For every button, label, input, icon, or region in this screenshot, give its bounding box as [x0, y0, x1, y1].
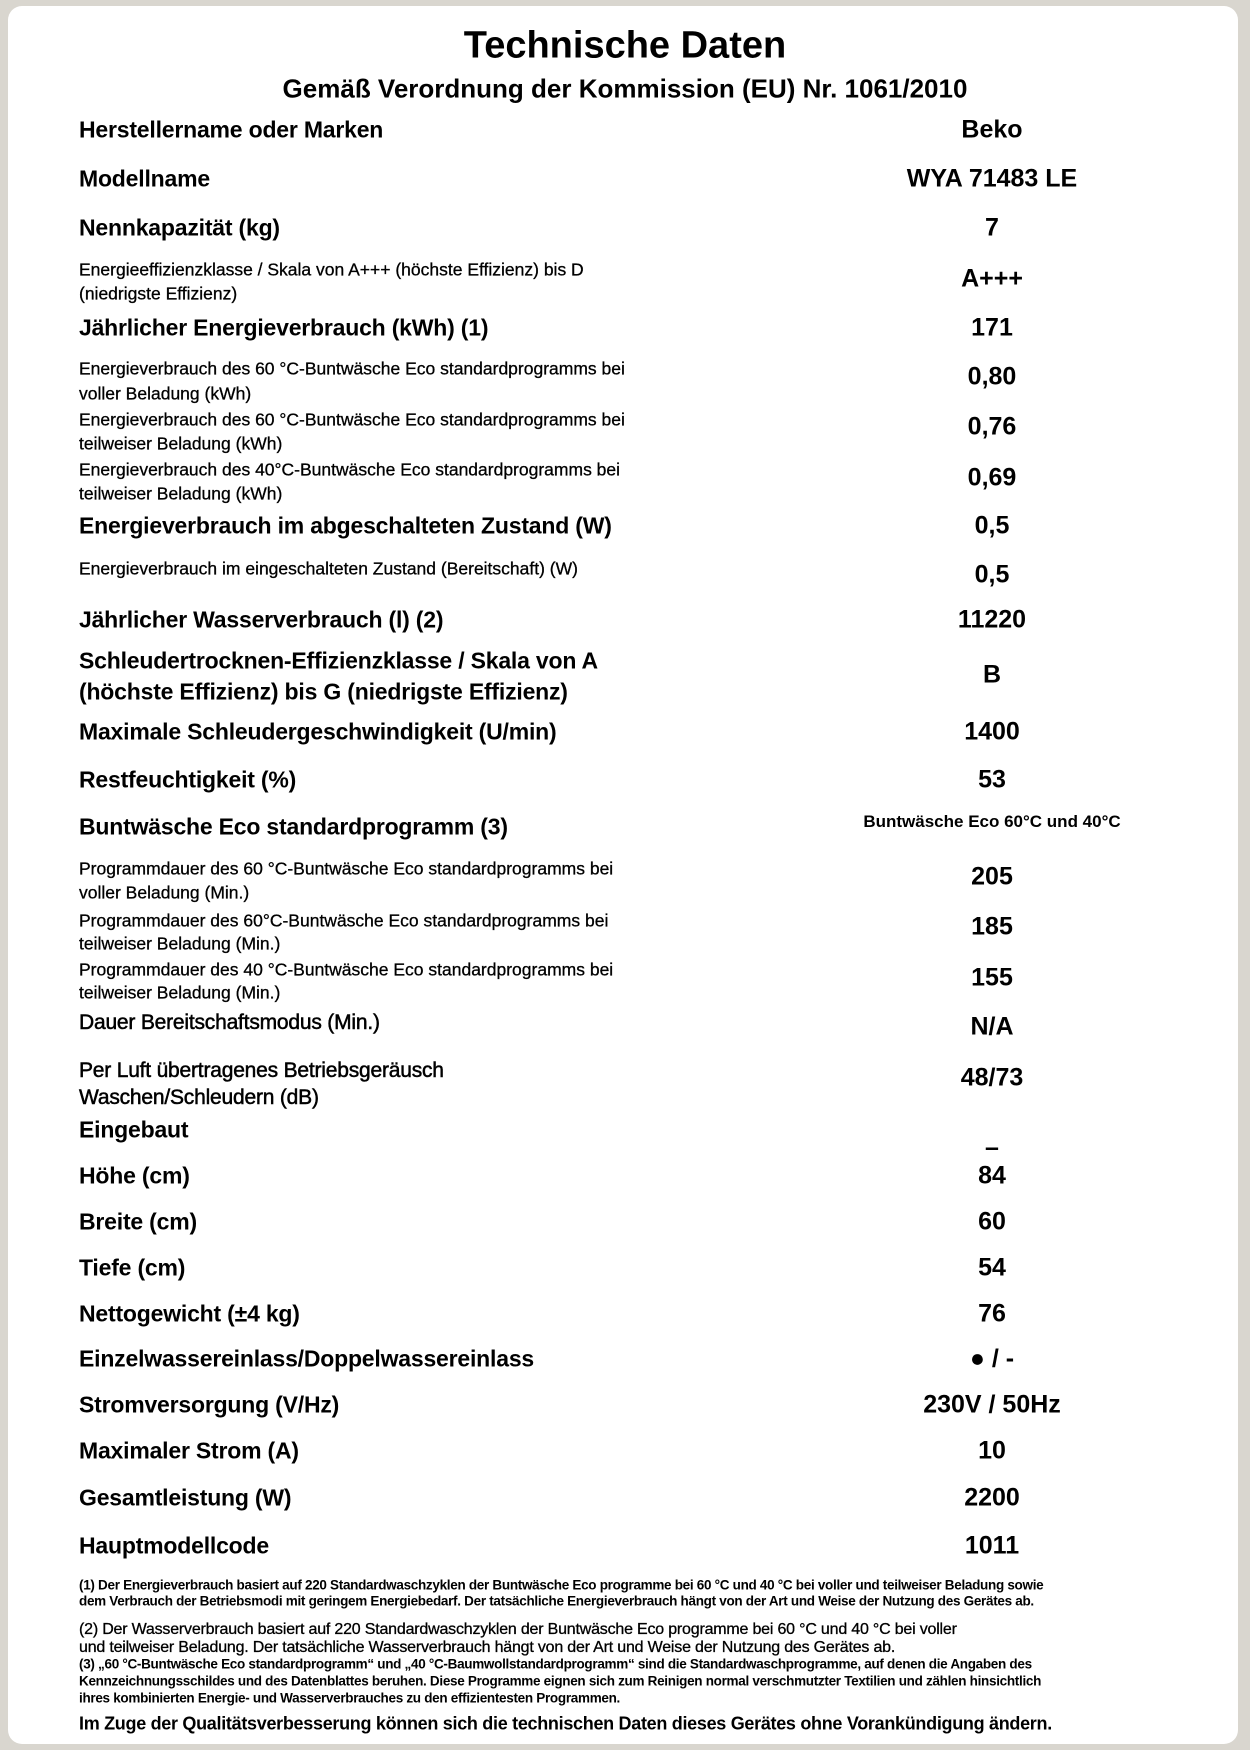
spec-value: 0,69	[967, 463, 1017, 492]
spec-label: Buntwäsche Eco standardprogramm (3)	[79, 813, 508, 840]
spec-label: Waschen/Schleudern (dB)	[79, 1086, 319, 1110]
spec-value: Beko	[961, 115, 1023, 144]
spec-value: 0,5	[974, 511, 1010, 540]
spec-label: Einzelwassereinlass/Doppelwassereinlass	[79, 1345, 534, 1372]
spec-label: Energieverbrauch des 60 °C-Buntwäsche Ec…	[79, 409, 625, 430]
spec-label: Hauptmodellcode	[79, 1532, 269, 1559]
spec-value: 7	[985, 213, 999, 242]
spec-label: Modellname	[79, 165, 210, 192]
spec-value: 1400	[964, 717, 1020, 746]
spec-label: Jährlicher Wasserverbrauch (l) (2)	[79, 606, 444, 633]
spec-label: Energieverbrauch des 40°C-Buntwäsche Eco…	[79, 459, 621, 480]
spec-label: Per Luft übertragenes Betriebsgeräusch	[79, 1059, 444, 1083]
spec-label: (niedrigste Effizienz)	[79, 283, 238, 304]
spec-value: 0,5	[974, 560, 1010, 589]
spec-value: B	[982, 660, 1002, 689]
spec-label: Maximaler Strom (A)	[79, 1437, 299, 1464]
spec-label: Restfeuchtigkeit (%)	[79, 766, 297, 793]
spec-value: 205	[971, 862, 1013, 891]
spec-label: Breite (cm)	[79, 1208, 197, 1235]
spec-label: Programmdauer des 60 °C-Buntwäsche Eco s…	[79, 858, 614, 879]
spec-value: 171	[971, 313, 1013, 342]
footnote-1-line: (1) Der Energieverbrauch basiert auf 220…	[79, 1577, 1044, 1593]
spec-label: Herstellername oder Marken	[79, 116, 384, 143]
page-title: Technische Daten	[463, 24, 787, 67]
spec-value: 54	[978, 1253, 1006, 1282]
page-subtitle: Gemäß Verordnung der Kommission (EU) Nr.…	[282, 73, 968, 104]
spec-label: Programmdauer des 60°C-Buntwäsche Eco st…	[79, 910, 609, 931]
change-notice: Im Zuge der Qualitätsverbesserung können…	[79, 1713, 1052, 1734]
spec-value: 185	[971, 912, 1013, 941]
spec-label: voller Beladung (Min.)	[79, 882, 250, 903]
spec-value: 48/73	[960, 1063, 1024, 1092]
spec-value: 1011	[964, 1531, 1020, 1560]
spec-value: Buntwäsche Eco 60°C und 40°C	[863, 812, 1121, 831]
spec-label: Jährlicher Energieverbrauch (kWh) (1)	[79, 314, 489, 341]
spec-label: (höchste Effizienz) bis G (niedrigste Ef…	[79, 678, 568, 705]
datasheet	[8, 6, 1238, 1744]
spec-label: Nennkapazität (kg)	[79, 214, 280, 241]
spec-label: Energieeffizienzklasse / Skala von A+++ …	[79, 259, 584, 280]
spec-label: Dauer Bereitschaftsmodus (Min.)	[79, 1011, 380, 1035]
spec-value: 155	[971, 963, 1013, 992]
spec-label: Nettogewicht (±4 kg)	[79, 1300, 300, 1327]
spec-value: A+++	[961, 264, 1023, 293]
footnote-2-line: (2) Der Wasserverbrauch basiert auf 220 …	[79, 1621, 957, 1638]
footnote-3-line: Kennzeichnungsschildes und des Datenblat…	[79, 1673, 1042, 1689]
spec-value: 0,76	[967, 412, 1017, 441]
spec-label: teilweiser Beladung (Min.)	[79, 982, 281, 1003]
spec-label: teilweiser Beladung (Min.)	[79, 933, 281, 954]
spec-label: Höhe (cm)	[79, 1162, 190, 1189]
footnote-1-line: dem Verbrauch der Betriebsmodi mit gerin…	[79, 1593, 1034, 1609]
spec-label: Energieverbrauch im abgeschalteten Zusta…	[79, 512, 612, 539]
spec-value: WYA 71483 LE	[906, 164, 1078, 193]
spec-label: Energieverbrauch des 60 °C-Buntwäsche Ec…	[79, 358, 625, 379]
spec-label: Eingebaut	[79, 1116, 189, 1143]
spec-label: Schleudertrocknen-Effizienzklasse / Skal…	[79, 647, 598, 674]
spec-value: 60	[978, 1207, 1006, 1236]
spec-value: –	[985, 1133, 999, 1162]
footnote-3-line: (3) „60 °C-Buntwäsche Eco standardprogra…	[79, 1656, 1032, 1672]
spec-value: 230V / 50Hz	[923, 1390, 1061, 1419]
spec-value: 84	[978, 1161, 1006, 1190]
spec-label: Maximale Schleudergeschwindigkeit (U/min…	[79, 718, 557, 745]
spec-value: N/A	[970, 1012, 1014, 1041]
spec-label: voller Beladung (kWh)	[79, 383, 252, 404]
footnote-2-line: und teilweiser Beladung. Der tatsächlich…	[79, 1639, 896, 1656]
spec-value: 0,80	[967, 362, 1017, 391]
footnote-3-line: ihres kombinierten Energie- und Wasserve…	[79, 1690, 621, 1706]
spec-value: 11220	[957, 605, 1027, 634]
spec-label: Tiefe (cm)	[79, 1254, 186, 1281]
spec-label: teilweiser Beladung (kWh)	[79, 483, 283, 504]
spec-label: Stromversorgung (V/Hz)	[79, 1391, 340, 1418]
spec-label: Programmdauer des 40 °C-Buntwäsche Eco s…	[79, 959, 614, 980]
spec-label: Gesamtleistung (W)	[79, 1484, 292, 1511]
spec-label: teilweiser Beladung (kWh)	[79, 433, 283, 454]
spec-value: 2200	[964, 1483, 1020, 1512]
spec-value: ● / -	[969, 1344, 1015, 1373]
spec-label: Energieverbrauch im eingeschalteten Zust…	[79, 558, 578, 579]
spec-value: 76	[978, 1299, 1006, 1328]
spec-value: 53	[978, 765, 1006, 794]
spec-value: 10	[978, 1436, 1006, 1465]
